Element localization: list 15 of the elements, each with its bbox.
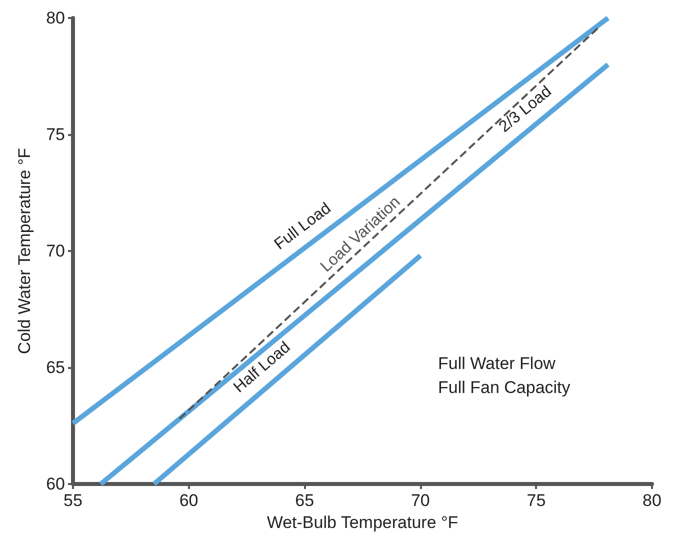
x-axis-title: Wet-Bulb Temperature °F [266,513,458,532]
x-tick-label: 60 [179,491,198,510]
annotation: Full Water Flow [438,354,556,373]
x-tick-label: 65 [295,491,314,510]
x-tick-label: 55 [64,491,82,510]
y-tick-label: 70 [46,242,65,260]
y-tick-label: 80 [46,8,65,28]
x-tick-label: 70 [410,491,430,510]
y-axis-title: Cold Water Temperature °F [15,148,34,354]
x-tick-label: 80 [642,491,662,510]
y-tick-label: 75 [46,125,65,144]
annotation: Full Fan Capacity [438,378,571,397]
x-tick-label: 75 [526,491,546,510]
y-tick-label: 60 [46,474,65,494]
y-tick-label: 65 [46,358,65,377]
